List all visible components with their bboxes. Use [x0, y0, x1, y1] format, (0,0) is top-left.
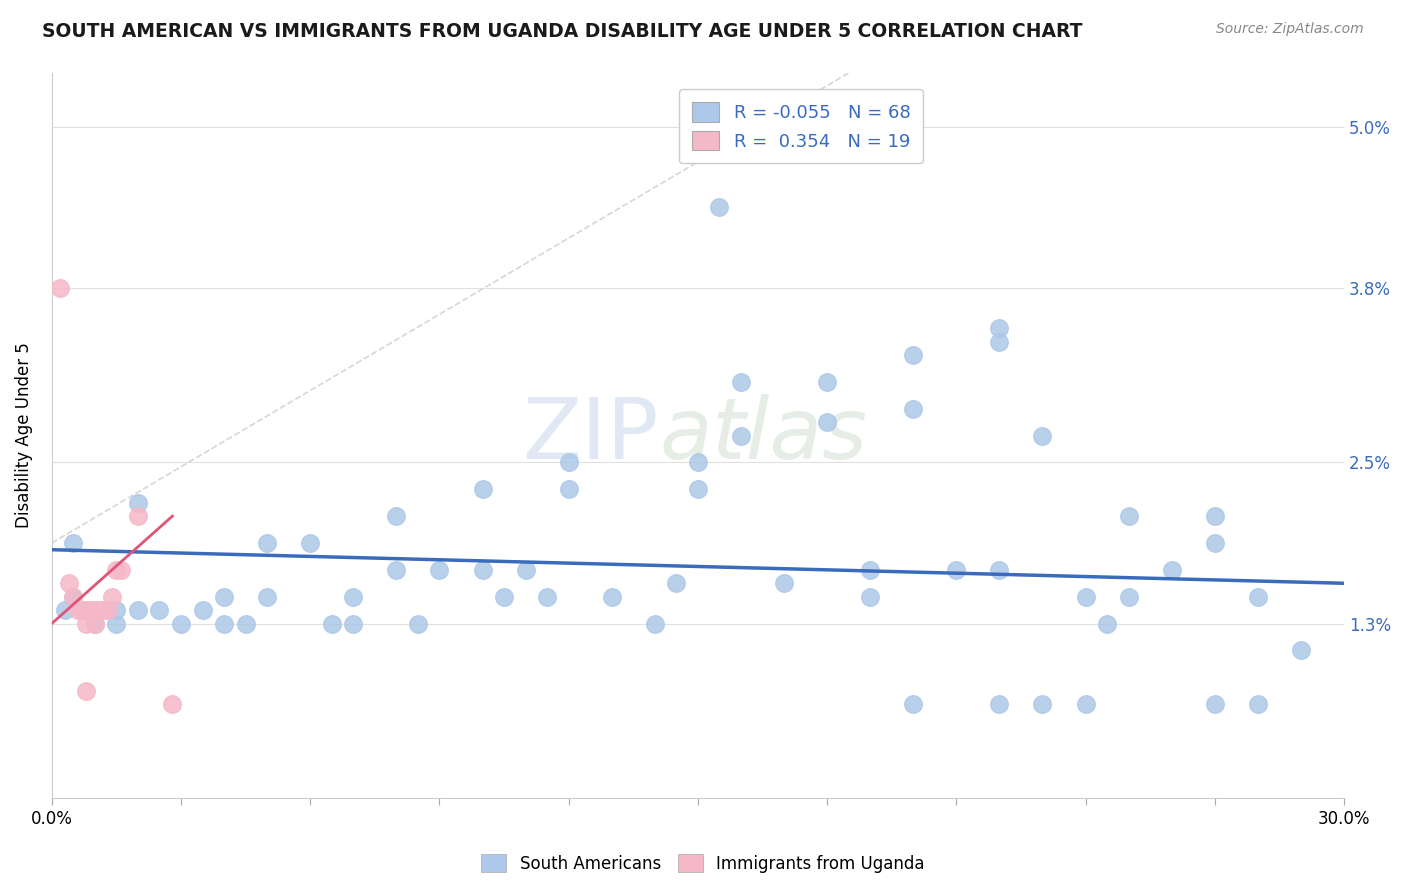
Point — [815, 415, 838, 429]
Point — [859, 563, 882, 577]
Point — [83, 616, 105, 631]
Text: SOUTH AMERICAN VS IMMIGRANTS FROM UGANDA DISABILITY AGE UNDER 5 CORRELATION CHAR: SOUTH AMERICAN VS IMMIGRANTS FROM UGANDA… — [42, 22, 1083, 41]
Point — [1074, 697, 1097, 711]
Point — [429, 563, 451, 577]
Point — [1160, 563, 1182, 577]
Point — [256, 590, 278, 604]
Point — [1247, 697, 1270, 711]
Point — [75, 683, 97, 698]
Point — [903, 697, 925, 711]
Point — [212, 590, 235, 604]
Point — [600, 590, 623, 604]
Point — [471, 563, 494, 577]
Point — [162, 697, 184, 711]
Point — [686, 455, 709, 469]
Point — [557, 455, 579, 469]
Point — [1204, 697, 1226, 711]
Point — [342, 616, 364, 631]
Text: ZIP: ZIP — [523, 394, 659, 477]
Point — [385, 563, 408, 577]
Text: Source: ZipAtlas.com: Source: ZipAtlas.com — [1216, 22, 1364, 37]
Point — [1031, 697, 1053, 711]
Text: atlas: atlas — [659, 394, 868, 477]
Point — [536, 590, 558, 604]
Point — [83, 603, 105, 617]
Point — [83, 616, 105, 631]
Legend: R = -0.055   N = 68, R =  0.354   N = 19: R = -0.055 N = 68, R = 0.354 N = 19 — [679, 89, 924, 163]
Point — [75, 603, 97, 617]
Point — [665, 576, 688, 591]
Point — [730, 375, 752, 389]
Point — [385, 509, 408, 524]
Point — [406, 616, 429, 631]
Point — [945, 563, 967, 577]
Point — [471, 483, 494, 497]
Legend: South Americans, Immigrants from Uganda: South Americans, Immigrants from Uganda — [475, 847, 931, 880]
Y-axis label: Disability Age Under 5: Disability Age Under 5 — [15, 343, 32, 528]
Point — [62, 536, 84, 550]
Point — [492, 590, 515, 604]
Point — [127, 509, 149, 524]
Point — [815, 375, 838, 389]
Point — [1118, 590, 1140, 604]
Point — [105, 603, 128, 617]
Point — [49, 281, 72, 295]
Point — [988, 321, 1011, 335]
Point — [1204, 536, 1226, 550]
Point — [1095, 616, 1118, 631]
Point — [127, 496, 149, 510]
Point — [97, 603, 120, 617]
Point — [730, 428, 752, 442]
Point — [79, 603, 101, 617]
Point — [105, 616, 128, 631]
Point — [1074, 590, 1097, 604]
Point — [988, 697, 1011, 711]
Point — [1118, 509, 1140, 524]
Point — [191, 603, 214, 617]
Point — [557, 483, 579, 497]
Point — [903, 348, 925, 362]
Point — [66, 603, 89, 617]
Point — [83, 603, 105, 617]
Point — [127, 603, 149, 617]
Point — [75, 603, 97, 617]
Point — [299, 536, 322, 550]
Point — [170, 616, 193, 631]
Point — [105, 563, 128, 577]
Point — [515, 563, 537, 577]
Point — [686, 483, 709, 497]
Point — [709, 200, 731, 214]
Point — [62, 590, 84, 604]
Point — [70, 603, 93, 617]
Point — [75, 616, 97, 631]
Point — [58, 576, 80, 591]
Point — [110, 563, 132, 577]
Point — [148, 603, 170, 617]
Point — [101, 590, 124, 604]
Point — [1204, 509, 1226, 524]
Point — [1247, 590, 1270, 604]
Point — [321, 616, 343, 631]
Point — [988, 563, 1011, 577]
Point — [212, 616, 235, 631]
Point — [1289, 643, 1312, 657]
Point — [256, 536, 278, 550]
Point — [342, 590, 364, 604]
Point — [1031, 428, 1053, 442]
Point — [53, 603, 76, 617]
Point — [62, 590, 84, 604]
Point — [644, 616, 666, 631]
Point — [773, 576, 796, 591]
Point — [903, 401, 925, 416]
Point — [93, 603, 115, 617]
Point — [859, 590, 882, 604]
Point — [235, 616, 257, 631]
Point — [89, 603, 111, 617]
Point — [988, 334, 1011, 349]
